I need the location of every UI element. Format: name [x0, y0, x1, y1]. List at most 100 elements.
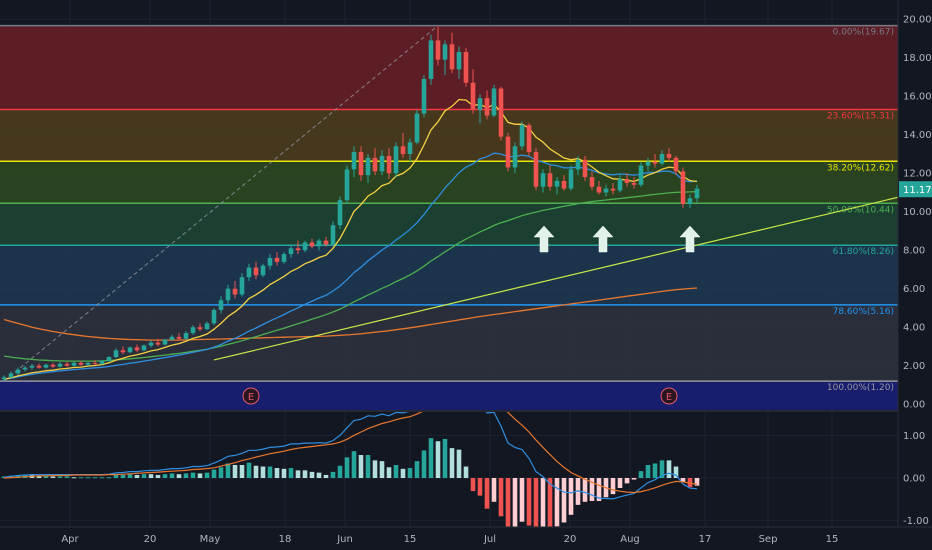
candle[interactable]: [71, 361, 77, 367]
candle[interactable]: [512, 142, 518, 174]
candle[interactable]: [351, 146, 357, 178]
candle[interactable]: [561, 175, 567, 191]
candles[interactable]: [1, 26, 700, 382]
candle[interactable]: [575, 155, 581, 176]
candle[interactable]: [295, 240, 301, 255]
candle[interactable]: [92, 359, 98, 365]
candle[interactable]: [547, 165, 553, 191]
candle[interactable]: [50, 362, 56, 368]
current-price-tag[interactable]: 11.17: [899, 181, 932, 198]
candle[interactable]: [162, 338, 168, 346]
candle[interactable]: [407, 138, 413, 162]
candle[interactable]: [176, 333, 182, 341]
candle[interactable]: [78, 360, 84, 366]
candle[interactable]: [421, 75, 427, 118]
candle[interactable]: [134, 344, 140, 353]
candle[interactable]: [239, 273, 245, 297]
candle[interactable]: [225, 284, 231, 305]
candle[interactable]: [652, 153, 658, 168]
candle[interactable]: [43, 363, 49, 369]
candle[interactable]: [99, 359, 105, 365]
candle[interactable]: [673, 155, 679, 176]
candle[interactable]: [127, 346, 133, 354]
candle[interactable]: [106, 356, 112, 362]
candle[interactable]: [197, 323, 203, 332]
candle[interactable]: [323, 236, 329, 247]
earnings-marker[interactable]: E: [660, 387, 678, 405]
candle[interactable]: [183, 331, 189, 340]
candle[interactable]: [190, 325, 196, 335]
candle[interactable]: [589, 171, 595, 191]
candle[interactable]: [694, 184, 700, 203]
candle[interactable]: [456, 46, 462, 79]
candle[interactable]: [491, 84, 497, 118]
candle[interactable]: [477, 94, 483, 124]
candle[interactable]: [687, 194, 693, 208]
candle[interactable]: [141, 344, 147, 352]
candle[interactable]: [596, 180, 602, 195]
candle[interactable]: [414, 109, 420, 145]
candle[interactable]: [302, 240, 308, 253]
candle[interactable]: [330, 221, 336, 247]
candle[interactable]: [274, 252, 280, 266]
candle[interactable]: [379, 150, 385, 176]
candle[interactable]: [428, 34, 434, 85]
candle[interactable]: [568, 165, 574, 191]
candle[interactable]: [610, 182, 616, 195]
candle[interactable]: [337, 196, 343, 230]
candle[interactable]: [442, 40, 448, 76]
candle[interactable]: [204, 321, 210, 331]
candle[interactable]: [169, 334, 175, 341]
candle[interactable]: [498, 86, 504, 141]
candle[interactable]: [57, 361, 63, 368]
candle[interactable]: [631, 177, 637, 189]
candle[interactable]: [554, 177, 560, 195]
candle[interactable]: [148, 340, 154, 348]
candle[interactable]: [211, 307, 217, 326]
candle[interactable]: [645, 157, 651, 172]
candle[interactable]: [316, 238, 322, 251]
candle[interactable]: [281, 252, 287, 264]
candle[interactable]: [267, 254, 273, 270]
candle[interactable]: [617, 175, 623, 193]
candle[interactable]: [1, 375, 7, 382]
candle[interactable]: [358, 146, 364, 181]
candle[interactable]: [680, 167, 686, 208]
candle[interactable]: [15, 367, 21, 376]
candle[interactable]: [519, 121, 525, 151]
candle[interactable]: [505, 132, 511, 172]
candle[interactable]: [365, 153, 371, 183]
candle[interactable]: [85, 361, 91, 366]
candle[interactable]: [666, 148, 672, 162]
candle[interactable]: [344, 165, 350, 205]
candle[interactable]: [246, 263, 252, 282]
candle[interactable]: [288, 244, 294, 258]
candle[interactable]: [435, 26, 441, 66]
candle[interactable]: [29, 363, 35, 370]
candle[interactable]: [36, 363, 42, 369]
fibonacci-retracement[interactable]: 0.00%(19.67) 23.60%(15.31) 38.20%(12.62) 50…: [0, 24, 898, 410]
candle[interactable]: [120, 346, 126, 355]
candle[interactable]: [113, 348, 119, 359]
candle[interactable]: [309, 238, 315, 249]
candle[interactable]: [260, 263, 266, 278]
candle[interactable]: [400, 132, 406, 158]
earnings-marker[interactable]: E: [242, 387, 260, 405]
candle[interactable]: [232, 281, 238, 299]
candle[interactable]: [155, 338, 161, 347]
candle[interactable]: [8, 371, 14, 379]
candle[interactable]: [449, 32, 455, 74]
candle[interactable]: [533, 148, 539, 191]
candle[interactable]: [22, 365, 28, 372]
candle[interactable]: [582, 155, 588, 181]
candle[interactable]: [540, 169, 546, 193]
candle[interactable]: [638, 161, 644, 187]
candle[interactable]: [253, 261, 259, 280]
candle[interactable]: [393, 142, 399, 178]
candle[interactable]: [463, 48, 469, 87]
macd-pane[interactable]: [0, 374, 932, 535]
candle[interactable]: [484, 90, 490, 120]
candle[interactable]: [603, 184, 609, 197]
candle[interactable]: [659, 150, 665, 166]
